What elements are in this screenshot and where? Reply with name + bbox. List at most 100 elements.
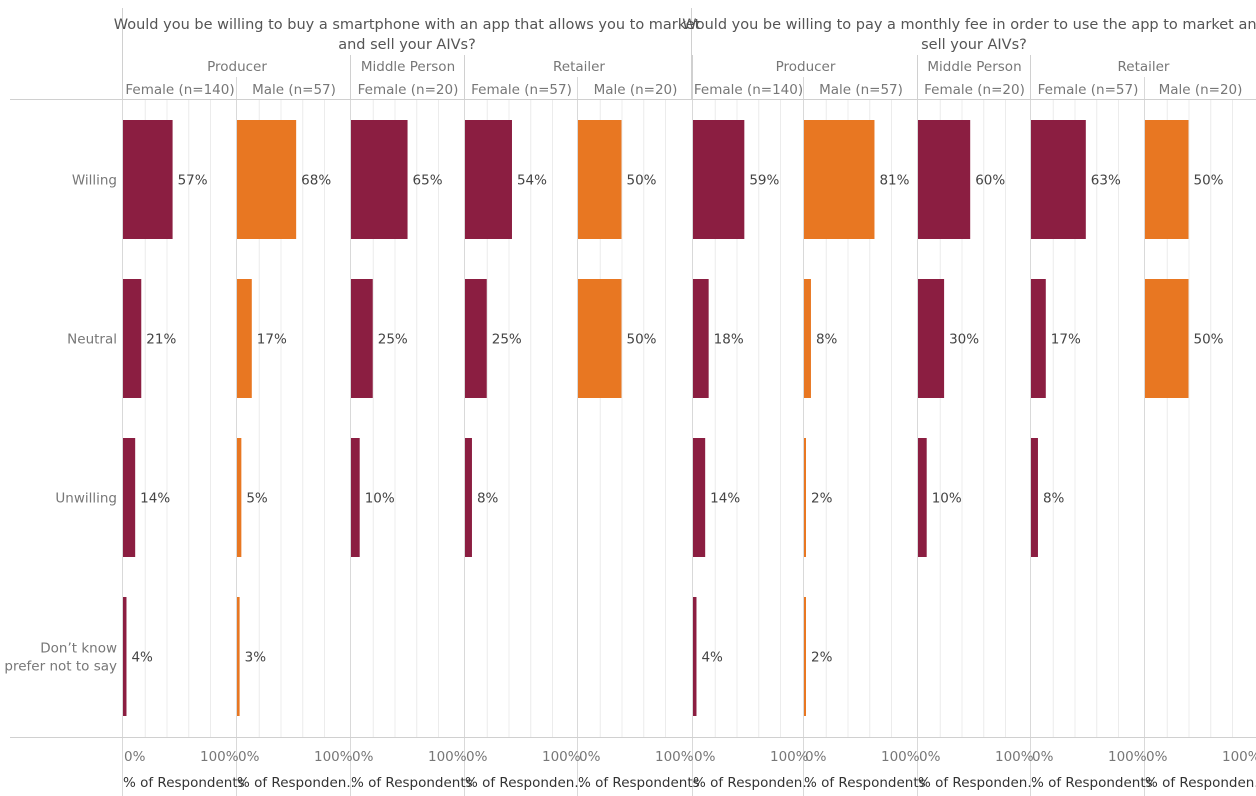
panel-header: Male (n=20)	[594, 82, 678, 98]
bar-value-label: 25%	[492, 332, 522, 348]
bar-value-label: 65%	[413, 173, 443, 189]
bar	[804, 438, 806, 557]
bar-value-label: 18%	[714, 332, 744, 348]
category-label: prefer not to say	[4, 659, 117, 675]
x-axis-title: % of Respondents	[351, 775, 473, 791]
bar	[237, 279, 252, 398]
group-header: Middle Person	[361, 59, 455, 75]
x-tick-label: 0%	[1146, 749, 1168, 765]
panel-header: Male (n=57)	[819, 82, 903, 98]
bar	[465, 438, 472, 557]
question-title: sell your AIVs?	[921, 37, 1027, 53]
bar	[465, 120, 512, 239]
question-title: Would you be willing to pay a monthly fe…	[682, 17, 1256, 33]
bar	[123, 597, 127, 716]
bar-value-label: 2%	[811, 650, 833, 666]
bar	[693, 120, 745, 239]
bar-value-label: 8%	[477, 491, 499, 507]
bar-value-label: 4%	[701, 650, 723, 666]
bar	[123, 120, 173, 239]
bar-value-label: 25%	[378, 332, 408, 348]
bar	[578, 279, 622, 398]
panel-header: Female (n=20)	[924, 82, 1025, 98]
bar	[693, 438, 706, 557]
bar-value-label: 57%	[178, 173, 208, 189]
x-tick-label: 100%	[200, 749, 239, 765]
bar-value-label: 50%	[1194, 173, 1224, 189]
bar	[123, 438, 136, 557]
panel-header: Female (n=140)	[694, 82, 803, 98]
x-tick-label: 100%	[1108, 749, 1147, 765]
bar-value-label: 8%	[1043, 491, 1065, 507]
category-label: Don’t know	[40, 641, 117, 657]
x-axis-title: % of Responden..	[1145, 775, 1256, 791]
bar-value-label: 8%	[816, 332, 838, 348]
x-axis-title: % of Respondents	[123, 775, 245, 791]
x-tick-label: 0%	[124, 749, 146, 765]
group-header: Retailer	[553, 59, 605, 75]
group-header: Producer	[776, 59, 836, 75]
group-header: Retailer	[1117, 59, 1169, 75]
bar-value-label: 59%	[749, 173, 779, 189]
bar	[237, 597, 240, 716]
panel-header: Male (n=57)	[252, 82, 336, 98]
bar-value-label: 30%	[949, 332, 979, 348]
bar	[1031, 438, 1038, 557]
x-axis-title: % of Respondents	[804, 775, 926, 791]
x-axis-title: % of Responden..	[237, 775, 355, 791]
bar-value-label: 21%	[146, 332, 176, 348]
bar	[1031, 120, 1086, 239]
panel-header: Female (n=20)	[358, 82, 459, 98]
category-label: Neutral	[67, 332, 117, 348]
bar-value-label: 50%	[1194, 332, 1224, 348]
bar-value-label: 63%	[1091, 173, 1121, 189]
bar-value-label: 10%	[932, 491, 962, 507]
bar-value-label: 81%	[879, 173, 909, 189]
question-title: and sell your AIVs?	[338, 37, 476, 53]
bar-value-label: 50%	[627, 173, 657, 189]
bar	[237, 120, 297, 239]
x-axis-title: % of Respondents	[1031, 775, 1153, 791]
x-tick-label: 0%	[919, 749, 941, 765]
x-tick-label: 100%	[428, 749, 467, 765]
x-tick-label: 100%	[770, 749, 809, 765]
bar-value-label: 17%	[1051, 332, 1081, 348]
bar-value-label: 4%	[131, 650, 153, 666]
bar-value-label: 17%	[257, 332, 287, 348]
x-tick-label: 0%	[694, 749, 716, 765]
x-tick-label: 100%	[655, 749, 694, 765]
bar	[351, 279, 373, 398]
bar-value-label: 14%	[140, 491, 170, 507]
x-tick-label: 0%	[1032, 749, 1054, 765]
bar	[918, 279, 945, 398]
bar	[1145, 120, 1189, 239]
x-axis-title: % of Responden..	[693, 775, 811, 791]
category-label: Willing	[72, 173, 117, 189]
x-tick-label: 100%	[881, 749, 920, 765]
bar-value-label: 14%	[710, 491, 740, 507]
panel-header: Male (n=20)	[1159, 82, 1243, 98]
x-tick-label: 0%	[352, 749, 374, 765]
bar	[465, 279, 487, 398]
x-tick-label: 100%	[1222, 749, 1256, 765]
bar	[693, 279, 709, 398]
group-header: Middle Person	[927, 59, 1021, 75]
x-axis-title: % of Respondents	[578, 775, 700, 791]
x-tick-label: 0%	[805, 749, 827, 765]
bar	[578, 120, 622, 239]
bar-value-label: 5%	[246, 491, 268, 507]
question-title: Would you be willing to buy a smartphone…	[114, 17, 701, 33]
x-tick-label: 100%	[314, 749, 353, 765]
bar	[918, 438, 927, 557]
bar	[1145, 279, 1189, 398]
x-tick-label: 100%	[995, 749, 1034, 765]
x-tick-label: 0%	[466, 749, 488, 765]
x-tick-label: 0%	[579, 749, 601, 765]
bar	[351, 438, 360, 557]
bar	[1031, 279, 1046, 398]
bar	[237, 438, 242, 557]
panel-header: Female (n=140)	[125, 82, 234, 98]
bar	[123, 279, 142, 398]
bar-value-label: 50%	[627, 332, 657, 348]
